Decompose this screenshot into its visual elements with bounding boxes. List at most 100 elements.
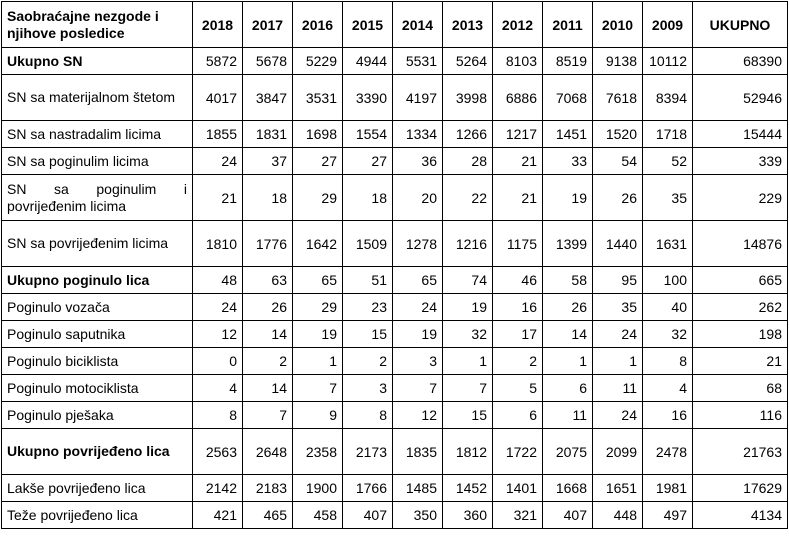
value-cell: 3531: [292, 74, 343, 121]
total-cell: 14876: [692, 220, 788, 267]
value-cell: 1766: [342, 474, 393, 502]
value-cell: 11: [592, 374, 643, 402]
value-cell: 58: [542, 266, 593, 294]
value-cell: 23: [342, 293, 393, 321]
value-cell: 9: [292, 401, 343, 429]
value-cell: 407: [542, 501, 593, 529]
column-header-year: 2014: [392, 1, 443, 48]
value-cell: 10112: [642, 47, 693, 75]
value-cell: 7068: [542, 74, 593, 121]
column-header-year: 2017: [242, 1, 293, 48]
value-cell: 1642: [292, 220, 343, 267]
value-cell: 14: [242, 374, 293, 402]
value-cell: 2478: [642, 428, 693, 475]
value-cell: 321: [492, 501, 543, 529]
value-cell: 17: [492, 320, 543, 348]
total-cell: 17629: [692, 474, 788, 502]
total-cell: 21763: [692, 428, 788, 475]
value-cell: 1631: [642, 220, 693, 267]
table-row: Poginulo motociklista 4 14 7 3 7 7 5 6 11 4 68: [1, 374, 788, 402]
value-cell: 24: [192, 147, 243, 175]
value-cell: 12: [392, 401, 443, 429]
value-cell: 5264: [442, 47, 493, 75]
value-cell: 21: [192, 174, 243, 221]
value-cell: 3847: [242, 74, 293, 121]
value-cell: 1981: [642, 474, 693, 502]
row-label: Ukupno povrijeđeno lica: [1, 428, 193, 475]
row-label: SN sa materijalnom štetom: [1, 74, 193, 121]
total-cell: 4134: [692, 501, 788, 529]
value-cell: 8519: [542, 47, 593, 75]
value-cell: 32: [642, 320, 693, 348]
value-cell: 63: [242, 266, 293, 294]
value-cell: 40: [642, 293, 693, 321]
value-cell: 15: [342, 320, 393, 348]
table-row: Teže povrijeđeno lica 421 465 458 407 350 360 3…: [1, 501, 788, 529]
value-cell: 15: [442, 401, 493, 429]
value-cell: 4: [192, 374, 243, 402]
value-cell: 2: [242, 347, 293, 375]
value-cell: 0: [192, 347, 243, 375]
value-cell: 8: [342, 401, 393, 429]
value-cell: 14: [242, 320, 293, 348]
value-cell: 2648: [242, 428, 293, 475]
column-header-year: 2012: [492, 1, 543, 48]
value-cell: 1810: [192, 220, 243, 267]
value-cell: 6886: [492, 74, 543, 121]
value-cell: 2173: [342, 428, 393, 475]
value-cell: 29: [292, 174, 343, 221]
table-row: SN sa nastradalim licima 1855 1831 1698 1554…: [1, 120, 788, 148]
value-cell: 407: [342, 501, 393, 529]
value-cell: 4944: [342, 47, 393, 75]
value-cell: 9138: [592, 47, 643, 75]
value-cell: 46: [492, 266, 543, 294]
value-cell: 3998: [442, 74, 493, 121]
value-cell: 448: [592, 501, 643, 529]
total-cell: 229: [692, 174, 788, 221]
column-header-year: 2013: [442, 1, 493, 48]
value-cell: 5531: [392, 47, 443, 75]
header-row: Saobraćajne nezgode i njihove posledice …: [1, 1, 788, 48]
row-label: Poginulo biciklista: [1, 347, 193, 375]
value-cell: 100: [642, 266, 693, 294]
value-cell: 4197: [392, 74, 443, 121]
value-cell: 1722: [492, 428, 543, 475]
value-cell: 465: [242, 501, 293, 529]
value-cell: 1718: [642, 120, 693, 148]
value-cell: 24: [592, 320, 643, 348]
value-cell: 1554: [342, 120, 393, 148]
row-label: Lakše povrijeđeno lica: [1, 474, 193, 502]
value-cell: 1835: [392, 428, 443, 475]
value-cell: 1440: [592, 220, 643, 267]
table-row: SN sa materijalnom štetom 4017 3847 3531 339…: [1, 74, 788, 121]
value-cell: 95: [592, 266, 643, 294]
value-cell: 6: [542, 374, 593, 402]
value-cell: 35: [642, 174, 693, 221]
value-cell: 27: [292, 147, 343, 175]
total-cell: 665: [692, 266, 788, 294]
value-cell: 19: [442, 293, 493, 321]
table-row: SN sa poginulim i povrijeđenim licima 21 1…: [1, 174, 788, 221]
table-row: Ukupno poginulo lica 48 63 65 51 65 74 46 58 95 10…: [1, 266, 788, 294]
row-label: SN sa poginulim i povrijeđenim licima: [1, 174, 193, 221]
value-cell: 16: [642, 401, 693, 429]
value-cell: 1509: [342, 220, 393, 267]
value-cell: 29: [292, 293, 343, 321]
value-cell: 6: [492, 401, 543, 429]
value-cell: 18: [342, 174, 393, 221]
value-cell: 421: [192, 501, 243, 529]
value-cell: 19: [392, 320, 443, 348]
value-cell: 24: [192, 293, 243, 321]
column-header-year: 2009: [642, 1, 693, 48]
value-cell: 1668: [542, 474, 593, 502]
total-cell: 339: [692, 147, 788, 175]
value-cell: 7618: [592, 74, 643, 121]
value-cell: 5872: [192, 47, 243, 75]
column-header-total: UKUPNO: [692, 1, 788, 48]
row-label: SN sa poginulim licima: [1, 147, 193, 175]
value-cell: 5: [492, 374, 543, 402]
value-cell: 1451: [542, 120, 593, 148]
value-cell: 2563: [192, 428, 243, 475]
value-cell: 1831: [242, 120, 293, 148]
value-cell: 7: [442, 374, 493, 402]
